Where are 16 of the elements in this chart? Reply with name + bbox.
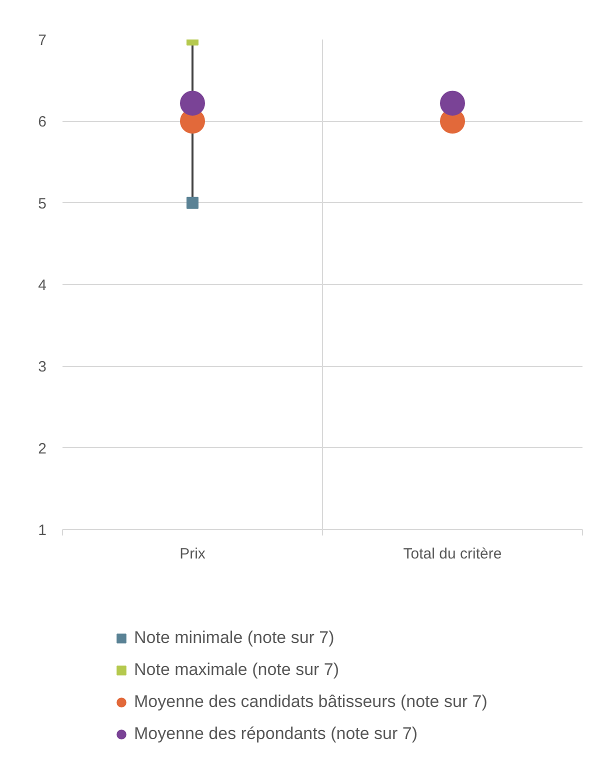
y-tick-label: 4 <box>38 277 46 294</box>
legend-label: Note minimale (note sur 7) <box>134 627 334 649</box>
y-tick-label: 6 <box>38 114 46 131</box>
x-tick-label: Total du critère <box>403 546 502 562</box>
y-tick-label: 1 <box>38 522 46 539</box>
point <box>186 196 198 209</box>
x-tick-label: Prix <box>180 546 206 562</box>
y-tick-label: 3 <box>38 358 46 376</box>
y-tick-label: 7 <box>38 32 46 49</box>
y-tick-label: 2 <box>38 440 46 458</box>
point <box>440 90 465 116</box>
y-tick-label: 5 <box>38 195 46 212</box>
legend-label: Moyenne des candidats bâtisseurs (note sur 7) <box>134 691 488 713</box>
point <box>180 90 205 116</box>
legend-label: Moyenne des répondants (note sur 7) <box>134 723 418 745</box>
legend-label: Note maximale (note sur 7) <box>134 659 340 681</box>
